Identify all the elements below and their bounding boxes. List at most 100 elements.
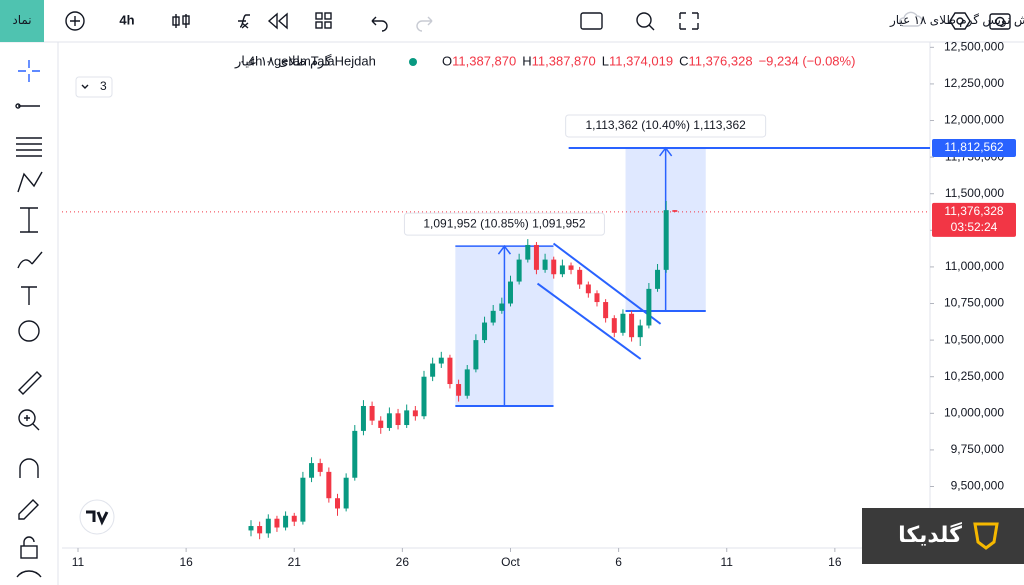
candle-body — [395, 413, 401, 426]
candle-body — [343, 477, 349, 509]
indicator-count[interactable]: 3 — [100, 79, 107, 93]
settings-icon[interactable] — [949, 12, 971, 30]
x-tick-label: 11 — [720, 555, 733, 569]
left-toolbar — [15, 60, 43, 578]
add-icon[interactable] — [65, 11, 85, 31]
candle-body — [516, 259, 522, 282]
camera-icon[interactable] — [989, 13, 1011, 30]
candle-body — [637, 325, 643, 338]
candle-body — [585, 284, 591, 294]
candle-body — [473, 340, 479, 370]
ohlc-key: H — [522, 53, 531, 68]
pattern-tool[interactable] — [17, 171, 43, 193]
y-tick-label: 10,250,000 — [944, 369, 1004, 383]
x-tick-label: 21 — [288, 555, 302, 569]
crosshair-tool[interactable] — [18, 60, 40, 82]
candle-body — [464, 369, 470, 396]
target-price-label: 11,812,562 — [944, 140, 1003, 154]
candle-body — [655, 269, 661, 289]
y-tick-label: 10,000,000 — [944, 405, 1004, 419]
watermark: گلدیکا — [898, 521, 962, 547]
interval-button[interactable]: 4h — [119, 12, 134, 27]
tv-logo[interactable] — [79, 499, 115, 535]
indicator-toggle[interactable] — [75, 76, 113, 98]
cloud-icon[interactable] — [898, 11, 923, 27]
x-tick-label: 6 — [615, 555, 622, 569]
market-status — [409, 58, 417, 66]
redo-icon[interactable] — [416, 16, 433, 32]
candle-body — [533, 244, 539, 270]
candle-body — [309, 463, 315, 478]
candle-body — [447, 357, 453, 385]
y-tick-label: 12,250,000 — [944, 76, 1004, 90]
fullscreen-icon[interactable] — [679, 12, 699, 30]
target-price-box — [932, 138, 1016, 157]
emoji-tool[interactable] — [18, 320, 40, 342]
ruler-tool[interactable] — [18, 371, 42, 395]
zoom-tool[interactable] — [18, 409, 36, 427]
ohlc-key: L — [602, 53, 609, 68]
ohlc-key: C — [679, 53, 688, 68]
candle-body — [629, 313, 635, 338]
candle-body — [611, 318, 617, 333]
candle-body — [386, 413, 392, 428]
fib-tool[interactable] — [16, 137, 42, 157]
candle-body — [404, 410, 410, 426]
magnet-tool[interactable] — [19, 458, 39, 478]
candle-body — [507, 281, 513, 304]
undo-icon[interactable] — [371, 16, 388, 32]
candle-body — [594, 293, 600, 303]
candle-body — [646, 288, 652, 326]
ohlc-value: 11,387,870 — [452, 53, 516, 68]
candle-body — [326, 471, 332, 499]
window-icon[interactable] — [580, 12, 603, 30]
measure-label: 1,091,952 (10.85%) 1,091,952 — [423, 216, 585, 230]
countdown: 03:52:24 — [951, 220, 998, 234]
candle-body — [438, 357, 444, 364]
y-tick-label: 12,000,000 — [944, 113, 1004, 127]
measure-label-box — [565, 114, 767, 138]
symbol-button[interactable] — [0, 0, 44, 42]
watermark-box — [862, 508, 1024, 564]
candle-body — [300, 477, 306, 522]
y-tick-label: 9,750,000 — [951, 442, 1005, 456]
y-tick-label: 9,500,000 — [951, 479, 1005, 493]
ohlc-value: 11,376,328 — [688, 53, 752, 68]
brush-tool[interactable] — [17, 251, 43, 269]
plot: 9,250,0009,500,0009,750,00010,000,00010,… — [62, 39, 1016, 569]
x-tick-label: 26 — [396, 555, 410, 569]
symbol-name: گرم طلای ۱۸ عیار — [234, 53, 332, 69]
eye-tool[interactable] — [16, 570, 42, 578]
replay-icon[interactable] — [267, 12, 288, 30]
layout-icon[interactable] — [315, 12, 323, 20]
symbol-suffix: · 4h · geramTalaHejdah — [240, 53, 376, 68]
fx-icon[interactable] — [238, 14, 250, 29]
measure-label-box — [403, 212, 605, 236]
candle-body — [265, 518, 271, 534]
text-tool[interactable] — [21, 286, 37, 305]
draft-title[interactable]: پیش نویس گرم طلای ۱۸ عیار — [889, 13, 1024, 28]
trend-line — [536, 282, 642, 360]
ohlc-legend: O 11,387,870 H 11,387,870 L 11,374,019 C 11,376… — [442, 53, 855, 68]
symbol-button-label[interactable]: نماد — [12, 13, 31, 27]
lock-tool[interactable] — [20, 545, 38, 559]
toolbar-icons — [65, 11, 1011, 32]
candle-body — [421, 376, 427, 417]
candle-body — [456, 384, 462, 396]
measure-tool[interactable] — [20, 207, 38, 233]
candle-body — [378, 420, 384, 428]
candle-body — [352, 430, 358, 478]
chevron — [81, 84, 89, 89]
candle-body — [248, 526, 254, 531]
candle-body — [369, 405, 375, 421]
x-tick-label: 16 — [179, 555, 193, 569]
candle-body — [412, 410, 418, 417]
pencil-tool[interactable] — [18, 499, 39, 520]
x-tick-label: 16 — [828, 555, 842, 569]
tv-logo-mark — [86, 510, 109, 526]
last-price-label: 11,376,328 — [944, 204, 1003, 218]
ohlc-value: 11,387,870 — [532, 53, 596, 68]
search-icon[interactable] — [636, 12, 652, 28]
measure-label: 1,113,362 (10.40%) 1,113,362 — [585, 118, 746, 132]
